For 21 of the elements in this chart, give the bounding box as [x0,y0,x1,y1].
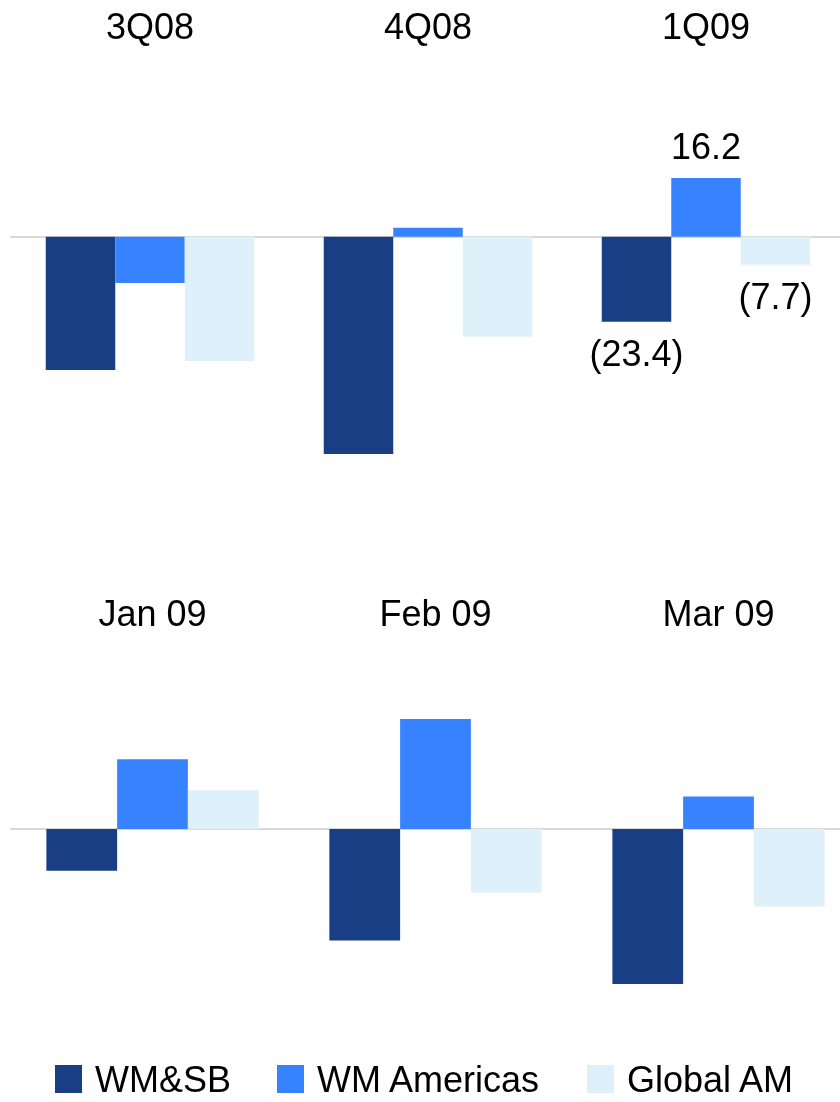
bar [329,829,401,941]
data-label: (23.4) [589,333,684,375]
x-tick-label: 1Q09 [661,5,751,47]
legend-label: Global AM [627,1058,794,1100]
bar [753,829,825,907]
legend-label: WM&SB [95,1058,232,1100]
data-label: 16.2 [670,125,742,167]
legend-label: WM Americas [317,1058,540,1100]
x-tick-label: Jan 09 [98,592,207,634]
bar [117,759,188,830]
data-label: (7.7) [738,276,813,318]
bar [683,796,754,830]
x-tick-label: 3Q08 [105,5,195,47]
bar [612,829,684,984]
bar [400,719,471,830]
bar [470,829,542,893]
x-tick-label: 4Q08 [383,5,473,47]
bar [187,790,259,830]
x-tick-label: Mar 09 [662,592,775,634]
x-tick-label: Feb 09 [379,592,492,634]
bar [46,829,118,871]
